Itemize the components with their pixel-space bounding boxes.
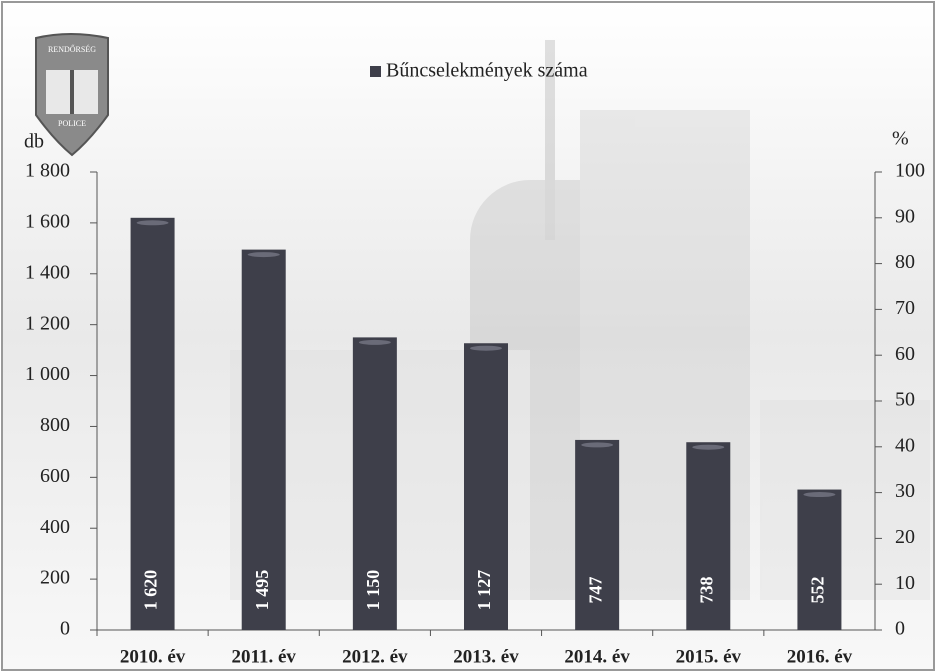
value-label: 1 620 <box>141 570 161 611</box>
x-tick-label: 2013. év <box>453 646 519 667</box>
value-label: 747 <box>585 577 605 604</box>
x-tick-label: 2016. év <box>787 646 853 667</box>
y2-tick-label: 10 <box>895 572 915 594</box>
bar-cap <box>692 445 724 450</box>
x-tick-label: 2014. év <box>564 646 630 667</box>
y2-tick-label: 60 <box>895 343 915 365</box>
y-tick-label: 800 <box>40 414 70 436</box>
y2-tick-label: 40 <box>895 434 915 456</box>
value-label: 552 <box>808 577 828 604</box>
y-tick-label: 200 <box>40 567 70 589</box>
y2-axis-label: % <box>892 128 909 150</box>
value-label: 1 150 <box>363 570 383 611</box>
legend-label: Bűncselekmények száma <box>386 60 588 82</box>
bar-cap <box>137 220 169 225</box>
y-tick-label: 1 000 <box>25 363 70 385</box>
page: RENDŐRSÉG POLICE db % 02004006008001 000… <box>0 0 937 672</box>
bar-cap <box>581 442 613 447</box>
y2-tick-label: 30 <box>895 480 915 502</box>
legend-swatch <box>370 66 381 77</box>
y2-tick-label: 20 <box>895 526 915 548</box>
y2-tick-label: 0 <box>895 618 905 640</box>
x-tick-label: 2012. év <box>342 646 408 667</box>
chart: RENDŐRSÉG POLICE db % 02004006008001 000… <box>0 0 937 672</box>
y2-tick-label: 100 <box>895 160 925 182</box>
y-tick-label: 1 600 <box>25 210 70 232</box>
y2-tick-label: 80 <box>895 251 915 273</box>
value-label: 1 495 <box>252 570 272 611</box>
x-tick-label: 2010. év <box>120 646 186 667</box>
y2-tick-label: 50 <box>895 389 915 411</box>
y-tick-label: 1 400 <box>25 261 70 283</box>
bar-cap <box>359 340 391 345</box>
y-tick-label: 1 800 <box>25 160 70 182</box>
y-tick-label: 0 <box>60 618 70 640</box>
y-axis-label: db <box>24 131 44 153</box>
logo-text: RENDŐRSÉG <box>48 44 96 54</box>
value-label: 738 <box>696 577 716 604</box>
bar <box>797 490 841 630</box>
x-tick-label: 2015. év <box>676 646 742 667</box>
bar-cap <box>470 346 502 351</box>
y-tick-label: 400 <box>40 516 70 538</box>
x-tick-label: 2011. év <box>232 646 297 667</box>
y2-tick-label: 70 <box>895 297 915 319</box>
y-tick-label: 1 200 <box>25 312 70 334</box>
y2-tick-label: 90 <box>895 205 915 227</box>
y-tick-label: 600 <box>40 465 70 487</box>
bar <box>131 218 175 630</box>
logo-text: POLICE <box>58 119 86 128</box>
value-label: 1 127 <box>474 570 494 611</box>
bar-cap <box>248 252 280 257</box>
bar-cap <box>803 492 835 497</box>
